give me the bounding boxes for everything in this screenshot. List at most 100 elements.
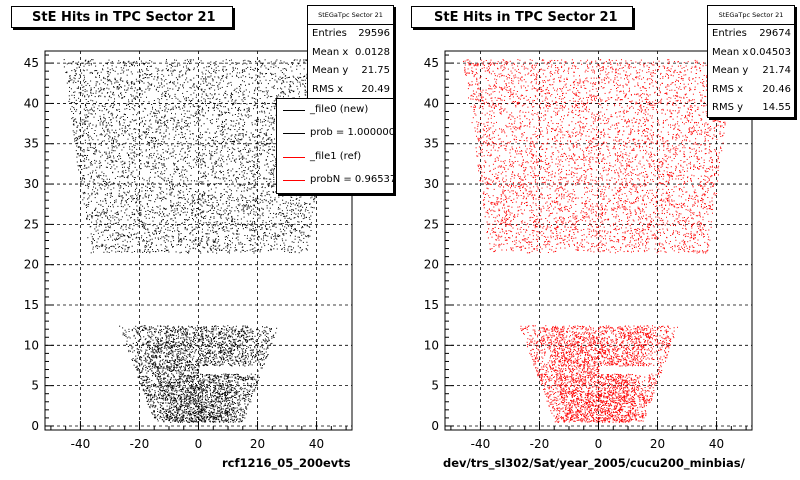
data-point (129, 124, 131, 126)
data-point (181, 197, 183, 199)
data-point (214, 103, 216, 105)
data-point (289, 245, 291, 247)
data-point (219, 110, 220, 112)
data-point (252, 176, 254, 177)
data-point (129, 165, 130, 167)
data-point (88, 125, 90, 127)
data-point (266, 191, 268, 193)
data-point (151, 61, 153, 63)
data-point (103, 175, 105, 177)
data-point (245, 205, 247, 207)
data-point (164, 121, 166, 123)
data-point (251, 230, 253, 231)
data-point (204, 148, 206, 150)
data-point (152, 216, 154, 218)
data-point (217, 114, 219, 116)
data-point (169, 174, 171, 176)
data-point (98, 105, 100, 107)
data-point (136, 89, 138, 91)
data-point (212, 227, 214, 229)
data-point (85, 142, 86, 144)
data-point (122, 160, 124, 162)
data-point (137, 219, 139, 221)
data-point (154, 201, 156, 203)
data-point (245, 225, 247, 227)
data-point (203, 153, 205, 155)
data-point (192, 133, 194, 135)
data-point (235, 179, 237, 181)
data-point (89, 72, 91, 74)
data-point (133, 214, 135, 216)
data-point (205, 78, 207, 80)
data-point (266, 205, 268, 207)
data-point (183, 169, 185, 171)
data-point (218, 213, 220, 215)
data-point (200, 142, 201, 144)
data-point (118, 84, 120, 86)
data-point (197, 122, 199, 124)
data-point (186, 156, 188, 158)
data-point (85, 84, 87, 86)
data-point (145, 150, 147, 152)
data-point (291, 224, 293, 226)
data-point (135, 184, 137, 185)
data-point (201, 196, 203, 198)
data-point (298, 216, 299, 218)
data-point (271, 146, 273, 148)
data-point (89, 85, 91, 87)
data-point (137, 143, 139, 145)
data-point (217, 127, 219, 129)
data-point (152, 225, 154, 227)
data-point (139, 88, 141, 90)
data-point (120, 62, 121, 64)
data-point (177, 89, 179, 91)
data-point (155, 138, 156, 140)
data-point (92, 109, 93, 111)
data-point (136, 236, 137, 238)
data-point (293, 247, 294, 249)
data-point (212, 145, 214, 147)
data-point (273, 88, 275, 89)
data-point (128, 125, 130, 127)
data-point (201, 109, 203, 111)
data-point (152, 140, 154, 142)
data-point (265, 73, 267, 75)
data-point (229, 209, 231, 211)
data-point (229, 158, 231, 160)
data-point (283, 96, 284, 98)
data-point (123, 235, 125, 237)
data-point (132, 175, 134, 177)
data-point (183, 110, 185, 112)
data-point (120, 235, 122, 237)
data-point (170, 204, 172, 206)
data-point (205, 175, 207, 177)
data-point (150, 155, 152, 157)
data-point (256, 229, 258, 231)
data-point (271, 173, 273, 175)
data-point (184, 207, 186, 209)
data-point (108, 71, 109, 73)
data-point (314, 196, 316, 198)
data-point (119, 181, 121, 183)
data-point (197, 87, 199, 89)
data-point (241, 157, 243, 159)
data-point (183, 182, 185, 184)
data-point (264, 95, 266, 96)
data-point (250, 238, 252, 240)
data-point (267, 90, 269, 92)
data-point (170, 188, 172, 190)
data-point (163, 191, 164, 193)
data-point (253, 136, 255, 138)
data-point (163, 163, 164, 165)
data-point (117, 176, 119, 177)
data-point (137, 232, 139, 234)
data-point (126, 152, 128, 154)
data-point (251, 77, 253, 78)
data-point (218, 115, 220, 117)
data-point (261, 207, 263, 209)
data-point (91, 164, 93, 166)
data-point (201, 182, 203, 184)
data-point (119, 128, 121, 130)
data-point (166, 99, 168, 101)
data-point (171, 117, 173, 119)
